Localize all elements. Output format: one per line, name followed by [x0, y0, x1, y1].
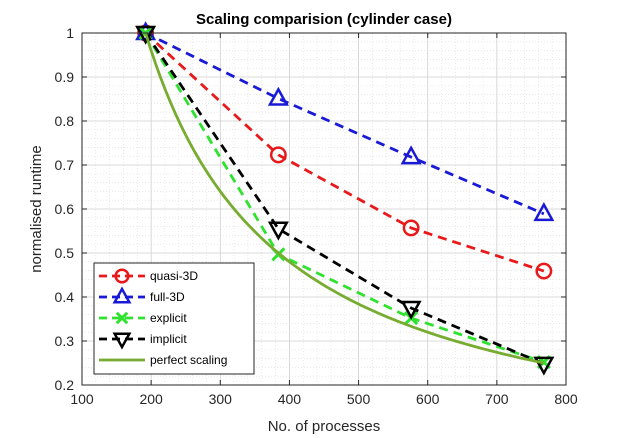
data-point: [135, 25, 157, 45]
y-tick-label: 0.5: [55, 245, 75, 261]
series-line: [144, 32, 545, 364]
data-point: [267, 86, 289, 106]
series-quasi-3D: [144, 31, 545, 273]
x-axis-label: No. of processes: [268, 418, 381, 435]
x-tick-label: 100: [70, 391, 94, 407]
data-point: [400, 145, 422, 165]
legend-label: perfect scaling: [150, 353, 227, 367]
y-axis-label: normalised runtime: [28, 145, 45, 273]
y-tick-label: 0.4: [55, 289, 75, 305]
data-point: [135, 21, 157, 41]
series-markers: [135, 25, 555, 376]
legend-label: full-3D: [150, 290, 185, 304]
x-tick-label: 200: [139, 391, 163, 407]
series-line: [144, 32, 545, 365]
y-tick-label: 0.7: [55, 157, 75, 173]
y-tick-label: 0.3: [55, 333, 75, 349]
legend-label: explicit: [150, 311, 187, 325]
legend: quasi-3D full-3D explicit implicit perfect s…: [93, 262, 255, 375]
y-tick-label: 0.2: [55, 377, 75, 393]
x-tick-label: 600: [416, 391, 440, 407]
ticks-layer: 100 200 300 400 500 600 700 800 0.2 0.3 0.4 0.5 0.6 0…: [55, 25, 578, 407]
series-line: [144, 31, 545, 273]
x-tick-label: 800: [554, 391, 578, 407]
y-tick-label: 0.9: [55, 69, 75, 85]
data-point: [533, 202, 555, 222]
legend-label: quasi-3D: [150, 269, 198, 283]
legend-label: implicit: [150, 332, 187, 346]
major-grid: [82, 33, 566, 385]
legend-marker: [115, 311, 129, 325]
x-tick-label: 500: [347, 391, 371, 407]
x-tick-label: 400: [278, 391, 302, 407]
data-point: [400, 300, 422, 320]
x-tick-label: 300: [209, 391, 233, 407]
series-line: [144, 31, 545, 216]
series-markers: [135, 21, 555, 222]
legend-marker: [112, 286, 132, 304]
x-tick-label: 700: [485, 391, 509, 407]
data-point: [533, 356, 555, 376]
data-point: [267, 221, 289, 241]
series-explicit: [144, 32, 545, 364]
legend-marker: [112, 332, 132, 350]
series-layer: [135, 21, 555, 376]
series-full-3D: [144, 31, 545, 216]
y-tick-label: 1: [66, 25, 74, 41]
series-perfect-scaling: [144, 32, 545, 365]
y-tick-label: 0.8: [55, 113, 75, 129]
legend-marker: [114, 268, 130, 284]
data-point: [535, 262, 553, 280]
data-point: [269, 146, 287, 164]
chart-title: Scaling comparision (cylinder case): [196, 11, 452, 28]
data-point: [402, 219, 420, 237]
y-tick-label: 0.6: [55, 201, 75, 217]
